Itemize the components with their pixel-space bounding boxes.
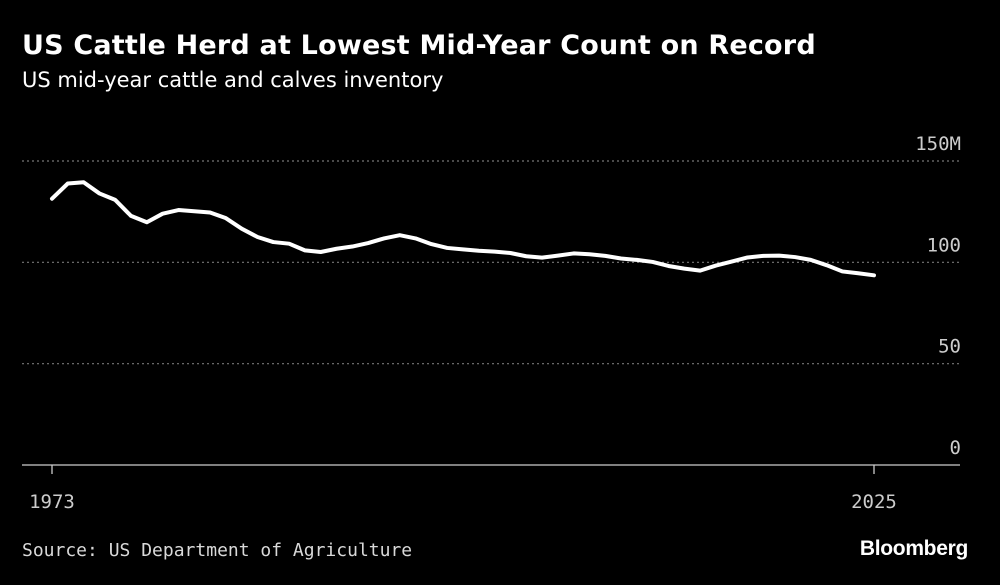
data-point-2019 (777, 254, 781, 258)
data-point-1977 (113, 198, 117, 202)
data-point-2005 (556, 254, 560, 258)
data-point-1974 (66, 182, 70, 186)
y-tick-label: 50 (938, 336, 961, 358)
data-point-1983 (208, 210, 212, 214)
data-point-2011 (651, 260, 655, 264)
data-point-1991 (335, 247, 339, 251)
data-point-2016 (730, 260, 734, 264)
data-point-2001 (493, 250, 497, 254)
y-tick-label: 0 (950, 437, 961, 459)
data-point-2007 (587, 252, 591, 256)
data-point-1993 (366, 241, 370, 245)
data-point-2012 (667, 264, 671, 268)
y-tick-label: 100 (927, 234, 961, 256)
data-point-1981 (176, 208, 180, 212)
bloomberg-logo: Bloomberg (859, 537, 968, 560)
data-point-1994 (382, 236, 386, 240)
data-point-2023 (840, 269, 844, 273)
data-point-1995 (398, 233, 402, 237)
data-point-1999 (461, 247, 465, 251)
data-point-1984 (224, 216, 228, 220)
y-tick-label: 150M (915, 133, 961, 155)
data-point-2000 (477, 249, 481, 253)
data-point-2021 (809, 258, 813, 262)
data-point-2025 (872, 273, 876, 277)
data-point-2002 (508, 251, 512, 255)
data-point-1992 (350, 245, 354, 249)
data-point-1988 (287, 242, 291, 246)
gridlines (22, 160, 960, 365)
x-tick-label: 1973 (29, 491, 75, 513)
data-point-1986 (256, 235, 260, 239)
data-point-1987 (271, 240, 275, 244)
data-point-1973 (50, 197, 54, 201)
x-axis-ticks: 1973 2025 (29, 465, 897, 513)
data-point-2015 (714, 264, 718, 268)
data-point-1997 (429, 242, 433, 246)
data-point-1985 (240, 227, 244, 231)
data-point-2024 (856, 271, 860, 275)
data-point-1989 (303, 248, 307, 252)
data-point-2017 (746, 255, 750, 259)
data-point-1982 (192, 209, 196, 213)
data-point-2009 (619, 256, 623, 260)
data-point-2010 (635, 258, 639, 262)
data-point-2008 (603, 254, 607, 258)
data-point-1990 (319, 250, 323, 254)
series-layer (50, 180, 876, 278)
data-point-2022 (825, 263, 829, 267)
data-point-2013 (682, 267, 686, 271)
data-point-1978 (129, 214, 133, 218)
data-point-1998 (445, 246, 449, 250)
source-note: Source: US Department of Agriculture (22, 540, 413, 561)
data-point-1976 (97, 191, 101, 195)
data-point-2006 (572, 251, 576, 255)
data-point-1975 (82, 180, 86, 184)
x-tick-label: 2025 (851, 491, 897, 513)
data-point-1996 (414, 236, 418, 240)
chart-title: US Cattle Herd at Lowest Mid-Year Count … (22, 30, 816, 61)
data-point-1980 (161, 212, 165, 216)
data-point-1979 (145, 220, 149, 224)
y-axis-labels: 150M 100 50 0 (915, 133, 961, 459)
chart-subtitle: US mid-year cattle and calves inventory (22, 68, 444, 92)
data-point-2014 (698, 269, 702, 273)
data-point-2003 (524, 254, 528, 258)
data-point-2004 (540, 256, 544, 260)
series-line (50, 180, 876, 278)
data-point-2018 (761, 254, 765, 258)
data-point-2020 (793, 255, 797, 259)
